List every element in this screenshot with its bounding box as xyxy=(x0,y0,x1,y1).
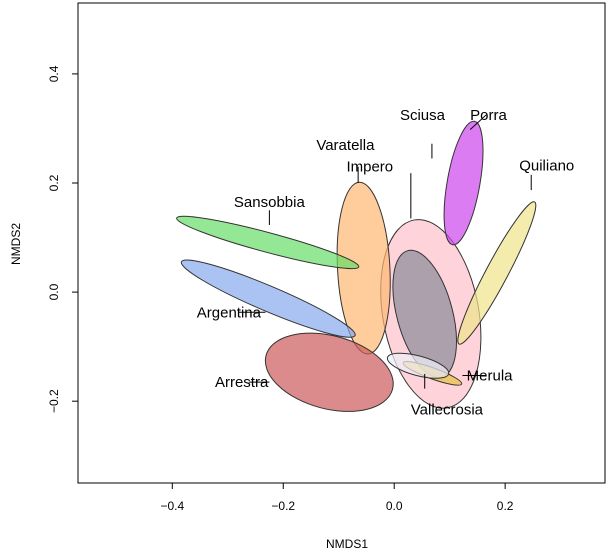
plot-frame xyxy=(77,2,606,484)
ellipse-vallecrosia xyxy=(386,352,450,379)
ellipse-argentina xyxy=(180,259,356,338)
label-porra: Porra xyxy=(470,107,507,124)
label-sansobbia: Sansobbia xyxy=(234,194,306,211)
label-sciusa: Sciusa xyxy=(400,107,446,124)
x-axis-title: NMDS1 xyxy=(326,537,368,551)
y-tick-label: −0.2 xyxy=(47,389,61,413)
y-tick-label: 0.0 xyxy=(47,283,61,300)
ellipse-sansobbia xyxy=(176,215,360,270)
ellipse-porra xyxy=(443,120,484,246)
label-varatella: Varatella xyxy=(316,137,375,154)
ellipse-arrestra xyxy=(264,332,394,412)
label-layer: Sciusa Impero Porra Quiliano Varatella Sansob… xyxy=(197,107,574,419)
label-merula: Merula xyxy=(467,368,514,385)
label-quiliano: Quiliano xyxy=(519,158,574,175)
y-axis: −0.2 0.0 0.2 0.4 xyxy=(47,65,78,413)
label-vallecrosia: Vallecrosia xyxy=(411,401,484,418)
y-tick-label: 0.4 xyxy=(47,65,61,82)
leader-line-porra xyxy=(469,114,487,130)
x-tick-label: −0.4 xyxy=(160,499,184,513)
label-impero: Impero xyxy=(346,159,393,176)
x-axis: −0.4 −0.2 0.0 0.2 xyxy=(160,483,514,513)
x-tick-label: −0.2 xyxy=(271,499,295,513)
x-tick-label: 0.2 xyxy=(497,499,514,513)
ellipse-layer xyxy=(176,120,537,412)
y-tick-label: 0.2 xyxy=(47,174,61,191)
ellipse-quiliano xyxy=(457,201,537,345)
x-tick-label: 0.0 xyxy=(386,499,403,513)
leader-layer xyxy=(238,114,532,389)
label-arrestra: Arrestra xyxy=(215,374,269,391)
label-argentina: Argentina xyxy=(197,304,262,321)
y-axis-title: NMDS2 xyxy=(9,223,23,265)
